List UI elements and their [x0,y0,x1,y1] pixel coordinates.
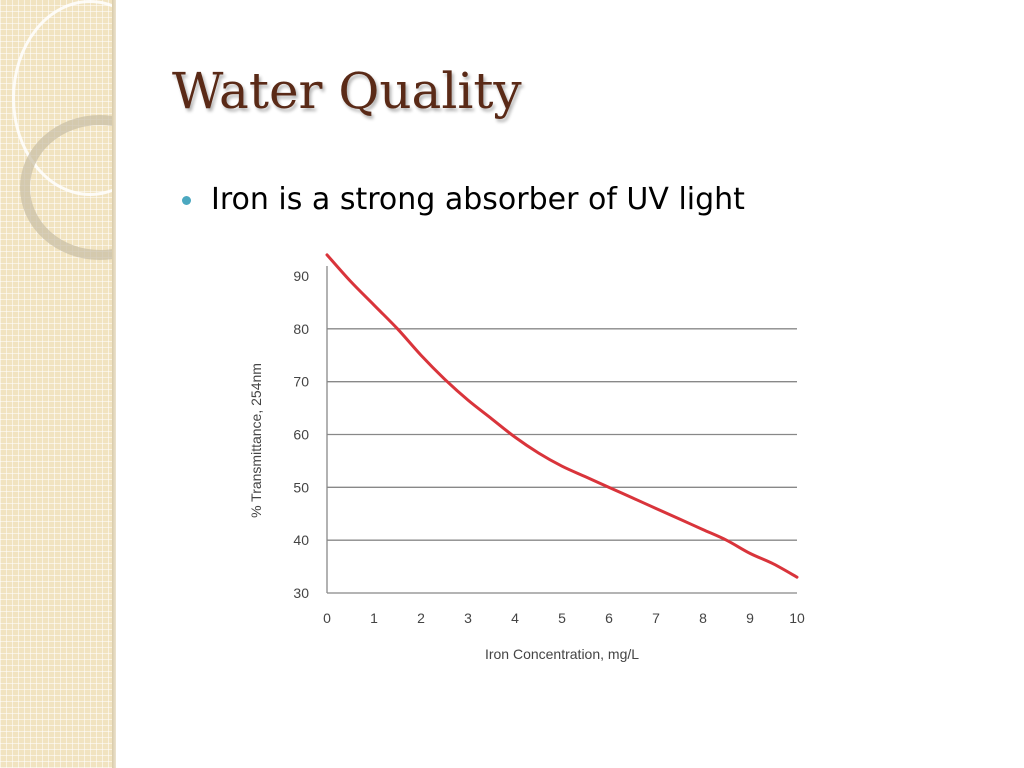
side-panel-edge [112,0,116,768]
x-tick-label-8: 8 [699,610,707,626]
y-tick-label-30: 30 [293,585,309,601]
y-tick-label-60: 60 [293,427,309,443]
bullet-dot-icon [182,196,191,205]
transmittance-curve-line [325,253,799,579]
x-tick-label-5: 5 [558,610,566,626]
slide-title: Water Quality [172,62,522,120]
x-tick-label-0: 0 [323,610,331,626]
decorative-side-panel [0,0,112,768]
bullet-text: Iron is a strong absorber of UV light [211,182,745,217]
x-tick-label-6: 6 [605,610,613,626]
x-tick-label-9: 9 [746,610,754,626]
y-tick-label-50: 50 [293,479,309,495]
y-tick-label-90: 90 [293,268,309,284]
y-tick-label-80: 80 [293,321,309,337]
x-tick-label-3: 3 [464,610,472,626]
y-tick-label-40: 40 [293,532,309,548]
y-axis-label: % Transmittance, 254nm [248,363,264,518]
x-tick-label-1: 1 [370,610,378,626]
x-tick-label-4: 4 [511,610,519,626]
bullet-item: Iron is a strong absorber of UV light [182,182,745,217]
y-tick-label-70: 70 [293,374,309,390]
x-tick-label-7: 7 [652,610,660,626]
transmittance-chart: 90 80 70 60 50 40 30 0 1 2 3 4 5 6 7 8 9 10 Iron Concentra… [248,253,805,662]
x-tick-label-2: 2 [417,610,425,626]
x-tick-label-10: 10 [789,610,805,626]
x-axis-label: Iron Concentration, mg/L [485,646,639,662]
